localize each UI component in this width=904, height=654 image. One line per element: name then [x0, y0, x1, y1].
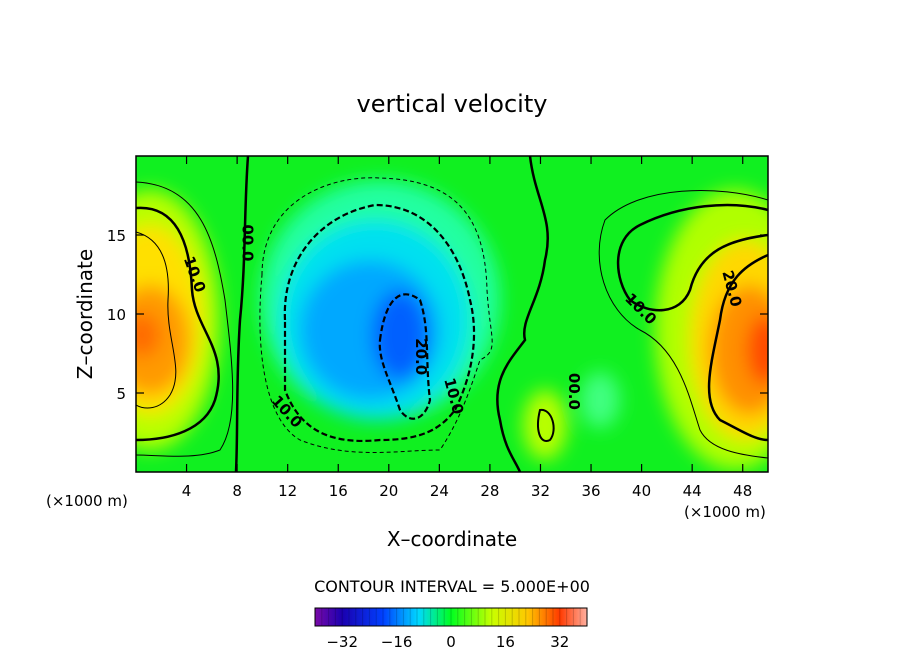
x-tick-label: 32	[531, 482, 550, 500]
y-tick-label: 15	[107, 227, 126, 245]
colorbar-tick-label: −32	[326, 633, 358, 651]
heatmap-field: 10.000.010.020.010.0 00.010.020.0	[136, 156, 768, 472]
contour-zero-left	[234, 156, 250, 472]
right-updraft-core	[747, 315, 768, 385]
colorbar-tick-label: 16	[496, 633, 515, 651]
chart-title: vertical velocity	[357, 90, 548, 118]
contour-neg-20	[378, 293, 432, 420]
small-updraft	[523, 390, 567, 460]
x-tick-label: 8	[232, 482, 242, 500]
y-axis-label: Z–coordinate	[73, 249, 97, 379]
x-tick-label: 48	[733, 482, 752, 500]
x-tick-label: 44	[683, 482, 702, 500]
x-axis-ticks: 4 8 12 16 20 24 28 32 36 40 44 48	[182, 156, 752, 500]
contour-label: 20.0	[412, 338, 430, 375]
x-tick-label: 12	[278, 482, 297, 500]
contour-interval-text: CONTOUR INTERVAL = 5.000E+00	[314, 577, 590, 596]
contour-label: 00.0	[239, 224, 257, 261]
contour-neg-10	[283, 203, 476, 442]
x-axis-label: X–coordinate	[387, 527, 517, 551]
contour-right-20	[707, 253, 768, 442]
x-tick-label: 28	[480, 482, 499, 500]
contour-left-10	[136, 206, 220, 442]
colorbar-ticks: −32 −16 0 16 32	[326, 633, 569, 651]
contour-right-5	[598, 190, 768, 459]
left-updraft-inner	[136, 285, 190, 395]
contour-neg-5	[259, 177, 493, 453]
contour-label: 00.0	[565, 373, 583, 410]
x-tick-label: 40	[632, 482, 651, 500]
contour-left-5	[136, 181, 234, 457]
x-tick-label: 36	[581, 482, 600, 500]
contour-zero-mid	[496, 156, 549, 472]
x-tick-label: 24	[430, 482, 449, 500]
colorbar	[314, 607, 588, 627]
colorbar-tick-label: 32	[550, 633, 569, 651]
small-downdraft	[580, 372, 620, 428]
y-tick-label: 5	[116, 385, 126, 403]
y-tick-label: 10	[107, 306, 126, 324]
left-updraft-core	[136, 313, 160, 357]
x-axis-unit: (×1000 m)	[684, 503, 766, 521]
colorbar-tick-label: 0	[446, 633, 456, 651]
y-axis-unit: (×1000 m)	[46, 492, 128, 510]
contour-lines	[136, 156, 768, 472]
x-tick-label: 4	[182, 482, 192, 500]
x-tick-label: 16	[329, 482, 348, 500]
right-updraft-inner	[710, 285, 768, 415]
colorbar-stripes	[321, 608, 581, 626]
x-tick-label: 20	[379, 482, 398, 500]
contour-left-15	[136, 231, 177, 409]
y-axis-ticks: 5 10 15	[107, 227, 768, 403]
contour-right-10	[616, 203, 768, 312]
contour-small-loop	[537, 408, 555, 442]
colorbar-tick-label: −16	[381, 633, 413, 651]
